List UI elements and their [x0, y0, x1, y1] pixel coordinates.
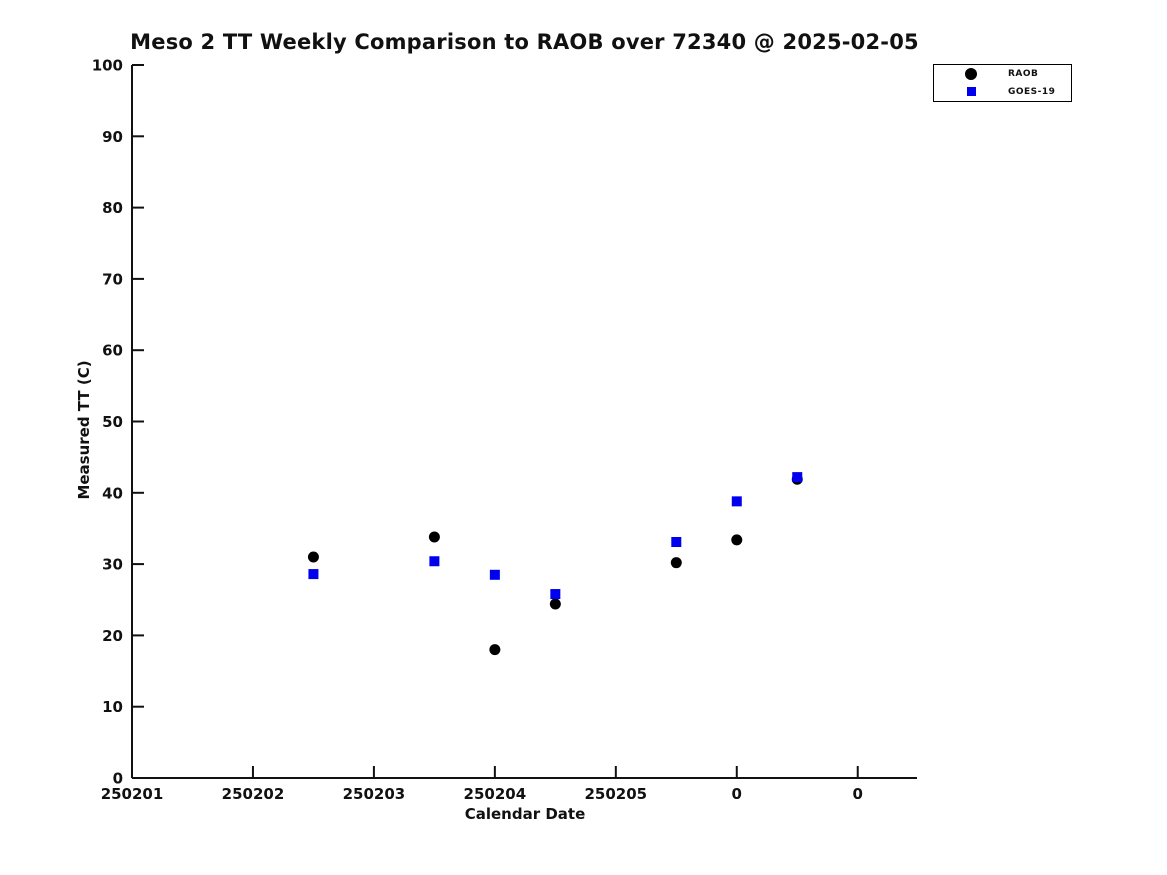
- chart-title: Meso 2 TT Weekly Comparison to RAOB over…: [130, 30, 919, 54]
- goes-19-point: [308, 569, 319, 580]
- y-tick-label: 30: [102, 556, 123, 574]
- x-tick-label: 250205: [585, 785, 648, 803]
- y-tick-label: 100: [92, 57, 123, 75]
- raob-marker-icon: [965, 68, 977, 81]
- legend-item-raob: RAOB: [934, 66, 1071, 82]
- goes19-marker-icon: [966, 87, 976, 97]
- x-tick-label: 250202: [222, 785, 285, 803]
- y-tick-label: 20: [102, 627, 123, 645]
- goes-19-point: [429, 556, 440, 567]
- goes-19-point: [731, 496, 742, 507]
- legend-label-goes19: GOES-19: [1008, 86, 1056, 97]
- y-tick-label: 80: [102, 199, 123, 217]
- y-tick-label: 10: [102, 698, 123, 716]
- x-tick-label: 0: [732, 785, 742, 803]
- raob-point: [307, 551, 319, 563]
- legend-item-goes19: GOES-19: [934, 84, 1071, 100]
- x-tick-label: 250201: [101, 785, 164, 803]
- x-axis-label: Calendar Date: [464, 805, 586, 823]
- goes-19-point: [550, 589, 561, 600]
- raob-point: [489, 644, 501, 656]
- legend-label-raob: RAOB: [1008, 69, 1039, 80]
- raob-point: [549, 598, 561, 610]
- goes-19-point: [671, 536, 682, 547]
- y-tick-label: 40: [102, 484, 123, 502]
- raob-point: [670, 557, 682, 569]
- y-tick-label: 70: [102, 270, 123, 288]
- legend: RAOB GOES-19: [933, 64, 1072, 102]
- y-tick-label: 0: [113, 770, 123, 788]
- y-axis-label: Measured TT (C): [75, 360, 93, 500]
- y-tick-label: 50: [102, 413, 123, 431]
- goes-19-point: [489, 569, 500, 580]
- x-tick-label: 250203: [343, 785, 406, 803]
- y-tick-label: 90: [102, 128, 123, 146]
- goes-19-point: [792, 472, 803, 483]
- x-tick-label: 0: [853, 785, 863, 803]
- y-tick-label: 60: [102, 342, 123, 360]
- raob-point: [428, 531, 440, 543]
- raob-point: [731, 534, 743, 546]
- x-tick-label: 250204: [464, 785, 527, 803]
